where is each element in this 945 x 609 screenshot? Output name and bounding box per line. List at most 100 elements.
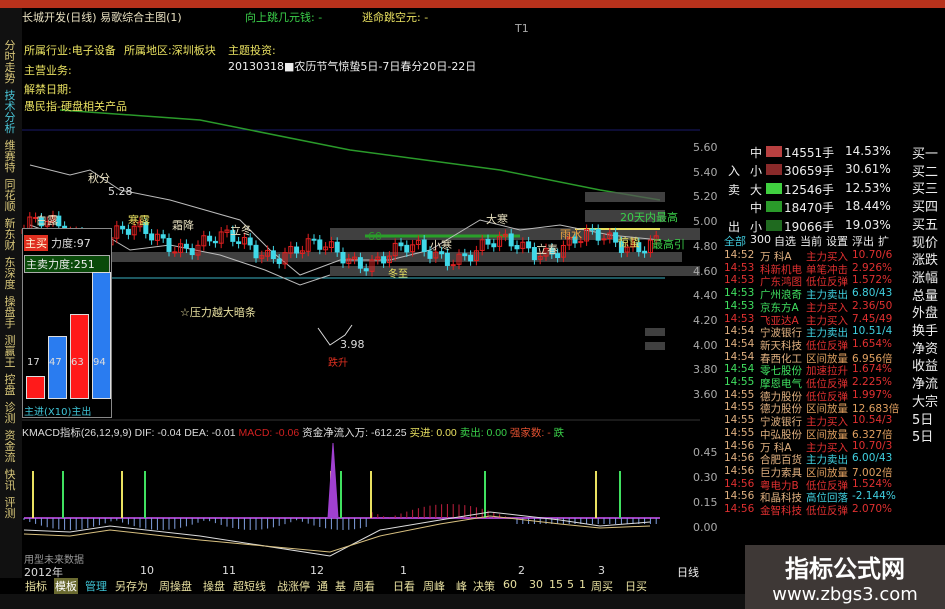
radar-cell[interactable]: 14:55 bbox=[724, 426, 755, 439]
radar-cell[interactable]: 零七股份 bbox=[760, 365, 802, 378]
toolbar-16[interactable]: 30 bbox=[529, 578, 543, 591]
toolbar-6[interactable]: 超短线 bbox=[233, 580, 266, 593]
panel-tab-5[interactable]: 浮出 bbox=[852, 235, 874, 248]
radar-cell[interactable]: 2.070% bbox=[852, 503, 893, 515]
panel-tab-3[interactable]: 当前 bbox=[800, 235, 822, 248]
toolbar-11[interactable]: 日看 bbox=[393, 580, 415, 593]
panel-tab-0[interactable]: 全部 bbox=[724, 235, 746, 248]
radar-cell[interactable]: 1.997% bbox=[852, 388, 893, 401]
radar-cell[interactable]: 春西化工 bbox=[760, 352, 802, 365]
radar-cell[interactable]: 6.80/43 bbox=[852, 287, 893, 300]
radar-cell[interactable]: 14:55 bbox=[724, 414, 755, 427]
radar-cell[interactable]: 广州浪奇 bbox=[760, 289, 802, 302]
radar-cell[interactable]: 14:54 bbox=[724, 325, 755, 338]
radar-cell[interactable]: 2.225% bbox=[852, 376, 893, 388]
left-tab-11[interactable]: 快讯 bbox=[4, 468, 16, 492]
radar-cell[interactable]: 德力股份 bbox=[760, 403, 802, 416]
radar-cell[interactable]: 10.70/3 bbox=[852, 439, 893, 452]
radar-cell[interactable]: 合肥百货 bbox=[760, 454, 802, 467]
radar-cell[interactable]: 10.54/3 bbox=[852, 414, 893, 427]
radar-cell[interactable]: 摩恩电气 bbox=[760, 378, 802, 390]
toolbar-21[interactable]: 日买 bbox=[625, 580, 647, 593]
left-tab-8[interactable]: 控盘 bbox=[4, 373, 16, 397]
radar-cell[interactable]: 14:56 bbox=[724, 503, 755, 515]
radar-cell[interactable]: 低位反弹 bbox=[806, 505, 848, 517]
radar-cell[interactable]: 14:53 bbox=[724, 261, 755, 274]
radar-cell[interactable]: 主力卖出 bbox=[806, 327, 848, 340]
radar-cell[interactable]: 14:54 bbox=[724, 350, 755, 363]
radar-cell[interactable]: 金智科技 bbox=[760, 505, 802, 517]
radar-cell[interactable]: -2.144% bbox=[852, 490, 896, 503]
radar-cell[interactable]: 主力买入 bbox=[806, 251, 848, 263]
radar-cell[interactable]: 1.674% bbox=[852, 363, 893, 376]
left-tab-3[interactable]: 同花顺 bbox=[4, 178, 16, 213]
toolbar-13[interactable]: 峰 bbox=[456, 580, 467, 593]
radar-cell[interactable]: 14:56 bbox=[724, 490, 755, 503]
radar-cell[interactable]: 加速拉升 bbox=[806, 365, 848, 378]
radar-cell[interactable]: 宁波银行 bbox=[760, 327, 802, 340]
radar-cell[interactable]: 区间放量 bbox=[806, 352, 848, 365]
toolbar-8[interactable]: 通 bbox=[317, 580, 328, 593]
radar-cell[interactable]: 14:56 bbox=[724, 452, 755, 465]
radar-cell[interactable]: 科新机电 bbox=[760, 263, 802, 276]
radar-cell[interactable]: 14:56 bbox=[724, 477, 755, 490]
radar-cell[interactable]: 万 科A bbox=[760, 441, 792, 454]
radar-cell[interactable]: 14:54 bbox=[724, 337, 755, 350]
radar-cell[interactable]: 低位反弹 bbox=[806, 276, 848, 289]
radar-cell[interactable]: 14:56 bbox=[724, 439, 755, 452]
panel-tab-6[interactable]: 扩 bbox=[878, 235, 889, 248]
radar-cell[interactable]: 7.002倍 bbox=[852, 466, 893, 479]
panel-tab-1[interactable]: 300 bbox=[750, 233, 771, 246]
radar-cell[interactable]: 1.572% bbox=[852, 274, 893, 287]
toolbar-9[interactable]: 基 bbox=[335, 580, 346, 593]
radar-cell[interactable]: 区间放量 bbox=[806, 403, 848, 416]
toolbar-7[interactable]: 战涨停 bbox=[277, 580, 310, 593]
radar-cell[interactable]: 飞亚达A bbox=[760, 314, 799, 327]
left-tab-9[interactable]: 诊测 bbox=[4, 401, 16, 425]
radar-cell[interactable]: 低位反弹 bbox=[806, 390, 848, 403]
radar-cell[interactable]: 2.36/50 bbox=[852, 299, 893, 312]
radar-cell[interactable]: 低位反弹 bbox=[806, 479, 848, 492]
radar-cell[interactable]: 14:53 bbox=[724, 274, 755, 287]
radar-cell[interactable]: 京东方A bbox=[760, 301, 799, 314]
radar-cell[interactable]: 巨力索具 bbox=[760, 466, 802, 479]
left-tab-4[interactable]: 新东财 bbox=[4, 217, 16, 252]
radar-cell[interactable]: 区间放量 bbox=[806, 466, 848, 479]
radar-cell[interactable]: 广东鸿图 bbox=[760, 276, 802, 289]
radar-cell[interactable]: 德力股份 bbox=[760, 390, 802, 403]
radar-cell[interactable]: 万 科A bbox=[760, 251, 792, 263]
toolbar-5[interactable]: 操盘 bbox=[203, 580, 225, 593]
radar-cell[interactable]: 粤电力B bbox=[760, 479, 799, 492]
radar-cell[interactable]: 主力买入 bbox=[806, 301, 848, 314]
toolbar-2[interactable]: 管理 bbox=[85, 580, 107, 593]
kline-chart[interactable] bbox=[0, 0, 700, 578]
radar-cell[interactable]: 单笔冲击 bbox=[806, 263, 848, 276]
radar-cell[interactable]: 低位反弹 bbox=[806, 339, 848, 352]
toolbar-4[interactable]: 周操盘 bbox=[159, 580, 192, 593]
toolbar-17[interactable]: 15 bbox=[549, 578, 563, 591]
radar-cell[interactable]: 14:56 bbox=[724, 464, 755, 477]
top-menu-bar[interactable] bbox=[0, 0, 945, 8]
radar-cell[interactable]: 主力买入 bbox=[806, 441, 848, 454]
radar-cell[interactable]: 和晶科技 bbox=[760, 492, 802, 505]
radar-cell[interactable]: 主力买入 bbox=[806, 314, 848, 327]
left-tab-10[interactable]: 资金流 bbox=[4, 429, 16, 464]
panel-tab-2[interactable]: 自选 bbox=[774, 235, 796, 248]
radar-cell[interactable]: 10.70/6 bbox=[852, 249, 893, 261]
radar-cell[interactable]: 14:55 bbox=[724, 388, 755, 401]
radar-cell[interactable]: 1.654% bbox=[852, 337, 893, 350]
left-tab-12[interactable]: 评测 bbox=[4, 496, 16, 520]
radar-cell[interactable]: 14:52 bbox=[724, 249, 755, 261]
toolbar-1[interactable]: 模板 bbox=[54, 578, 78, 594]
radar-cell[interactable]: 2.926% bbox=[852, 261, 893, 274]
radar-cell[interactable]: 14:53 bbox=[724, 287, 755, 300]
radar-cell[interactable]: 12.683倍 bbox=[852, 403, 900, 416]
radar-cell[interactable]: 6.327倍 bbox=[852, 428, 893, 441]
toolbar-15[interactable]: 60 bbox=[503, 578, 517, 591]
radar-cell[interactable]: 区间放量 bbox=[806, 428, 848, 441]
toolbar-19[interactable]: 1 bbox=[579, 578, 586, 591]
radar-cell[interactable]: 14:55 bbox=[724, 401, 755, 414]
radar-cell[interactable]: 主力卖出 bbox=[806, 289, 848, 302]
radar-cell[interactable]: 10.51/4 bbox=[852, 325, 893, 338]
radar-cell[interactable]: 宁波银行 bbox=[760, 416, 802, 429]
